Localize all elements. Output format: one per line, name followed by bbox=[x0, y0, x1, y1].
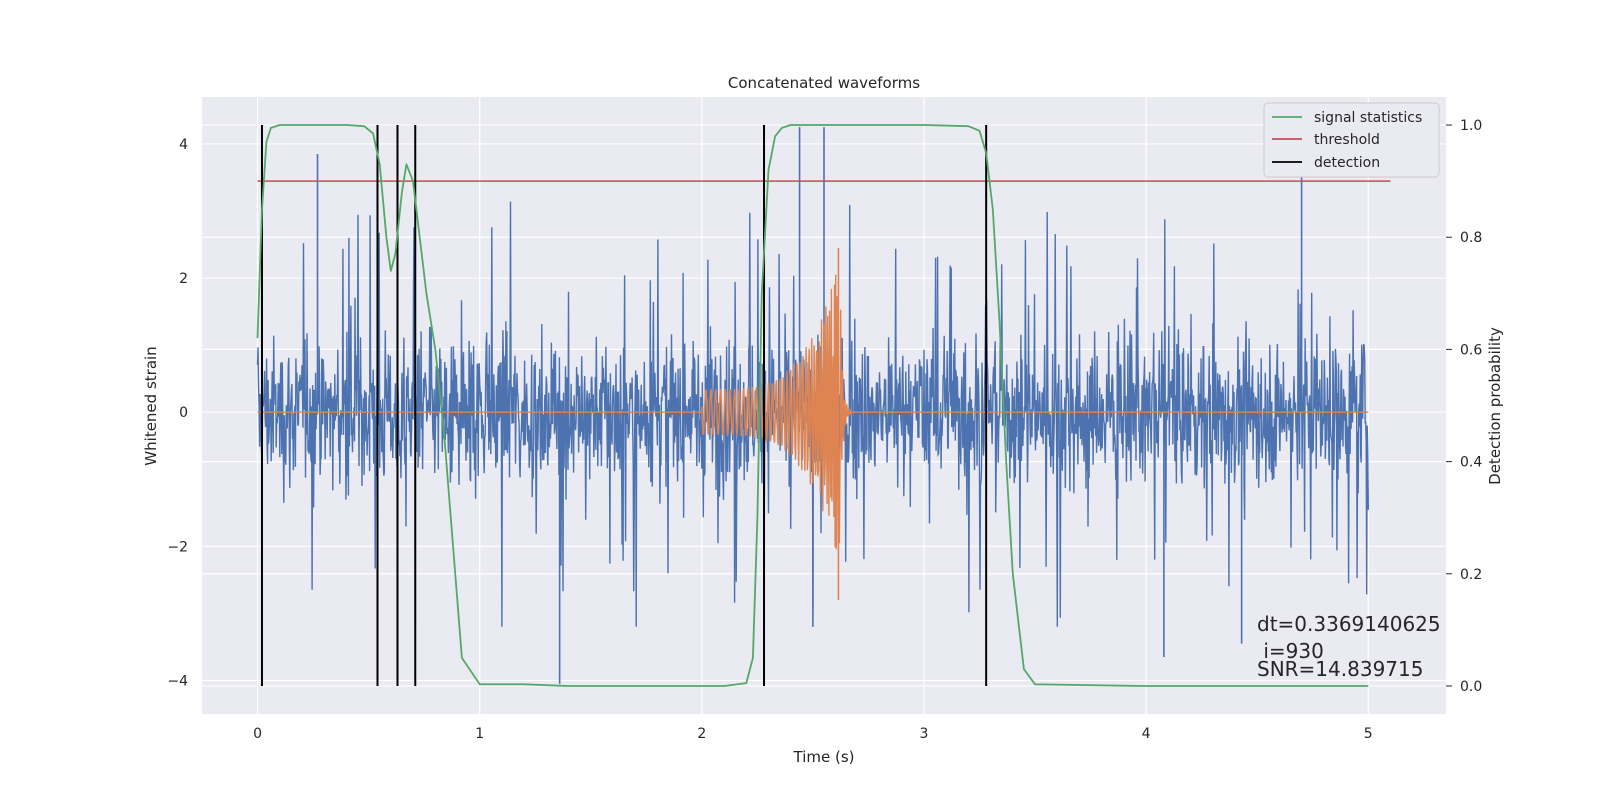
y-tick-label: 2 bbox=[179, 271, 188, 287]
x-tick-label: 5 bbox=[1364, 726, 1373, 742]
x-tick-label: 1 bbox=[475, 726, 484, 742]
statistic-series bbox=[256, 124, 1369, 687]
y2-tick-label: 1.0 bbox=[1460, 118, 1482, 134]
y2-tick-label: 0.0 bbox=[1460, 679, 1482, 695]
statistic-line bbox=[256, 124, 1369, 687]
legend-label-detection: detection bbox=[1314, 155, 1380, 171]
x-axis-label: Time (s) bbox=[793, 748, 855, 766]
x-tick-label: 0 bbox=[253, 726, 262, 742]
y-axis-label: Whitened strain bbox=[142, 346, 160, 465]
y2-axis-label: Detection probability bbox=[1486, 327, 1504, 485]
y-tick-label: −2 bbox=[167, 539, 188, 555]
y-tick-label: −4 bbox=[167, 673, 188, 689]
x-tick-label: 3 bbox=[920, 726, 929, 742]
legend-label-statistic: signal statistics bbox=[1314, 110, 1422, 126]
annotation-snr: SNR=14.839715 bbox=[1257, 657, 1423, 681]
y2-tick-label: 0.4 bbox=[1460, 455, 1482, 471]
y2-tick-label: 0.2 bbox=[1460, 567, 1482, 583]
legend-box bbox=[1263, 102, 1440, 178]
annotation-i: i=930 bbox=[1257, 639, 1324, 663]
detection-series bbox=[260, 125, 988, 686]
chart-title: Concatenated waveforms bbox=[728, 74, 920, 92]
y2-tick-label: 0.8 bbox=[1460, 230, 1482, 246]
tick-labels: 0 1 2 3 4 5 −4 −2 0 2 4 0.0 0.2 0.4 0.6 0.8 1.0 bbox=[167, 118, 1482, 742]
legend-label-threshold: threshold bbox=[1314, 132, 1380, 148]
y-tick-label: 0 bbox=[179, 405, 188, 421]
y2-tick-label: 0.6 bbox=[1460, 342, 1482, 358]
legend: signal statistics threshold detection bbox=[1263, 102, 1440, 178]
annotation-dt: dt=0.3369140625 bbox=[1257, 612, 1441, 636]
y-tick-label: 4 bbox=[179, 137, 188, 153]
x-tick-label: 4 bbox=[1142, 726, 1151, 742]
x-tick-label: 2 bbox=[697, 726, 706, 742]
